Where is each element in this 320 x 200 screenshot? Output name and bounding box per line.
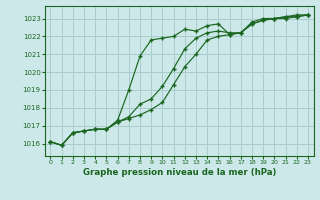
X-axis label: Graphe pression niveau de la mer (hPa): Graphe pression niveau de la mer (hPa)	[83, 168, 276, 177]
